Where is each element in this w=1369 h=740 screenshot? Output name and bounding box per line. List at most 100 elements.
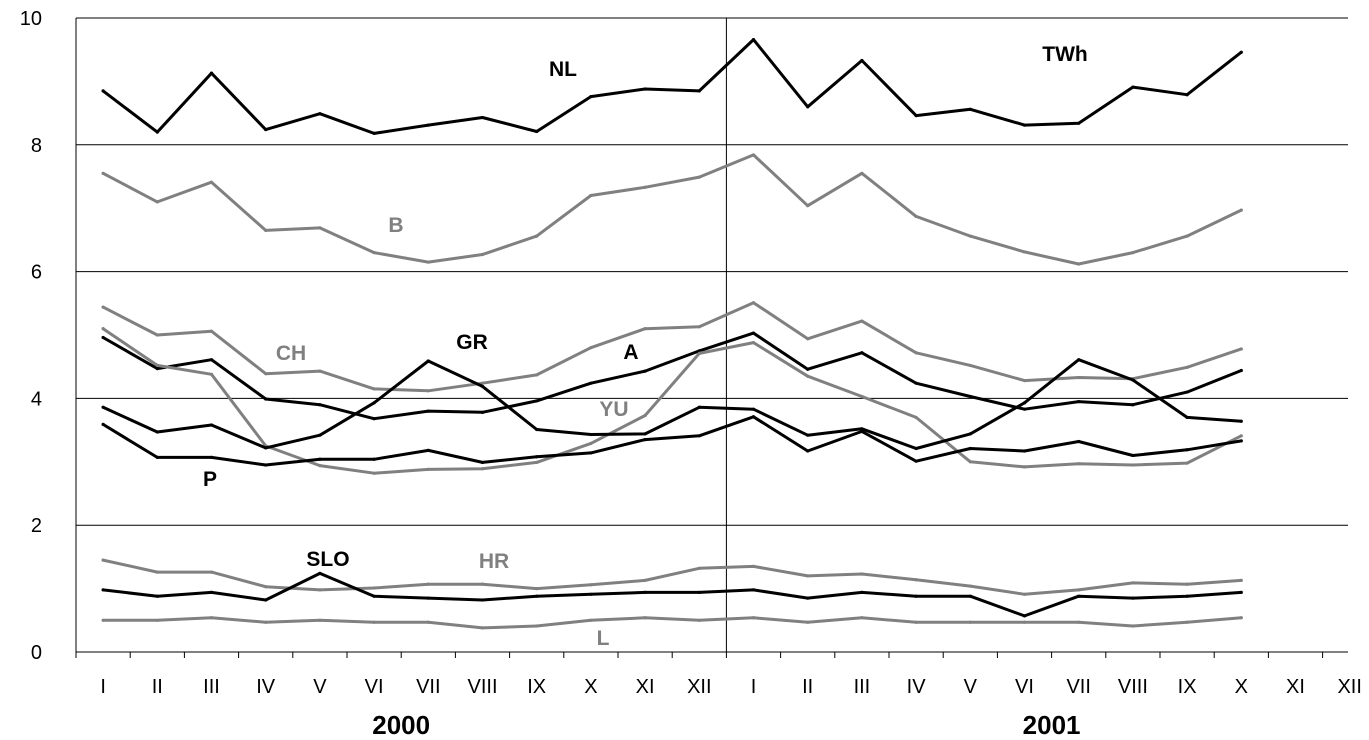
data-point [535, 460, 539, 465]
data-point [372, 131, 376, 135]
data-point [806, 449, 810, 453]
data-point [155, 570, 159, 574]
data-point [101, 422, 105, 426]
data-point [697, 566, 701, 570]
data-point [480, 460, 485, 465]
series-line-a [102, 331, 1242, 421]
x-tick-label: VIII [1118, 676, 1148, 698]
x-tick-label: V [964, 676, 978, 698]
data-point [318, 369, 322, 373]
data-point [155, 363, 159, 368]
labels: NL B CH A YU GR P HR SLO L TWh [203, 43, 1088, 650]
data-point [751, 153, 756, 157]
data-point [155, 130, 159, 134]
data-point [1185, 620, 1189, 624]
data-point [535, 427, 539, 432]
series-label-yu: YU [599, 398, 628, 421]
data-point [535, 373, 539, 377]
data-point [372, 417, 376, 421]
data-point [372, 401, 376, 405]
data-point [209, 616, 214, 620]
data-point [914, 459, 918, 463]
data-point [155, 618, 159, 622]
data-point [968, 432, 972, 436]
data-point [697, 349, 701, 353]
x-tick-label: III [854, 676, 871, 698]
data-point [209, 358, 214, 362]
data-point [101, 588, 105, 592]
data-point [1077, 262, 1081, 266]
data-point [1131, 403, 1135, 407]
data-point [914, 594, 918, 598]
data-point [480, 582, 485, 586]
data-point [643, 438, 647, 442]
data-point [751, 588, 756, 592]
x-tick-label: X [584, 676, 597, 698]
series-label-hr: HR [479, 550, 509, 573]
data-point [697, 590, 701, 595]
data-point [697, 175, 701, 179]
data-point [1185, 582, 1189, 586]
data-point [1022, 614, 1027, 618]
data-point [372, 250, 376, 255]
x-tick-label: XII [1337, 676, 1361, 698]
x-tick-label: VI [365, 676, 384, 698]
series-line-l [103, 616, 1242, 630]
data-point [372, 387, 376, 391]
data-point [1077, 620, 1081, 624]
data-point [480, 381, 485, 385]
data-point [535, 129, 539, 134]
data-point [914, 415, 918, 420]
data-point [1239, 578, 1243, 582]
data-point [806, 367, 810, 371]
series-label-gr: GR [456, 331, 488, 354]
data-point [914, 446, 918, 451]
y-tick-label: 0 [31, 642, 42, 664]
data-point [1131, 596, 1135, 600]
data-point [535, 234, 539, 238]
data-point [209, 372, 214, 376]
series-line-hr [102, 558, 1242, 596]
y-tick-label: 4 [31, 388, 42, 410]
data-point [860, 319, 864, 323]
data-point [1022, 379, 1027, 383]
gridlines [76, 17, 1348, 652]
x-tick-label: X [1235, 676, 1248, 698]
series-label-l: L [597, 627, 610, 650]
data-point [155, 594, 159, 598]
data-point [209, 590, 214, 595]
unit-label: TWh [1042, 43, 1087, 66]
y-tick-label: 6 [31, 262, 42, 284]
data-point [1239, 50, 1243, 54]
data-point [1131, 453, 1135, 458]
data-point [101, 171, 105, 175]
data-point [1022, 407, 1027, 411]
year-label: 2000 [372, 710, 430, 740]
data-point [589, 346, 593, 350]
data-point [643, 185, 647, 189]
x-tick-label: VII [1066, 676, 1090, 698]
data-point [535, 399, 539, 403]
data-point [209, 71, 214, 75]
y-tick-label: 8 [31, 135, 42, 157]
x-tick-label: XII [687, 676, 711, 698]
data-point [209, 180, 214, 184]
data-point [968, 107, 972, 111]
data-point [264, 446, 268, 450]
data-point [914, 381, 918, 385]
data-point [806, 204, 810, 208]
data-point [697, 325, 701, 329]
data-point [697, 405, 701, 409]
data-point [751, 331, 756, 335]
data-point [1077, 375, 1081, 380]
data-point [1077, 594, 1081, 598]
data-point [264, 585, 268, 589]
x-tick-label: IV [256, 676, 276, 698]
data-point [751, 564, 756, 569]
series-label-nl: NL [549, 58, 577, 81]
data-point [589, 592, 593, 596]
data-point [1131, 463, 1135, 467]
data-point [318, 226, 322, 230]
data-point [101, 618, 105, 622]
data-point [643, 369, 647, 373]
